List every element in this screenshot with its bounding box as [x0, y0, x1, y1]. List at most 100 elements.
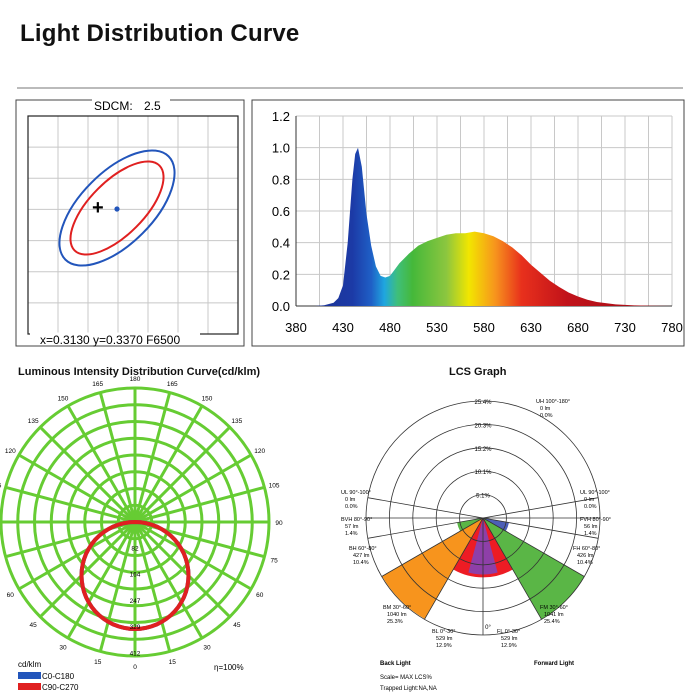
- spectrum-x-tick-780: 780: [661, 320, 683, 335]
- sdcm-label: SDCM:: [94, 99, 133, 113]
- lcs-zone-label: 12.9%: [436, 643, 452, 649]
- lcs-ring-label: 15.2%: [474, 447, 492, 453]
- lcs-zone-label: 1.4%: [584, 531, 597, 537]
- lcs-zone-label: FL 0°-30°: [497, 629, 520, 635]
- polar-angle-label: 45: [30, 622, 38, 629]
- polar-angle-label: 45: [233, 622, 241, 629]
- lcs-grid: [365, 400, 601, 636]
- polar-spoke: [133, 405, 204, 523]
- sdcm-inner-ellipse: [69, 160, 165, 256]
- lcs-zone-label: 529 lm: [436, 636, 453, 642]
- lcs-spoke: [367, 497, 484, 519]
- title-divider: [17, 87, 683, 89]
- lcs-ring-upper: [459, 494, 507, 519]
- polar-angle-label: 60: [256, 592, 264, 599]
- polar-title: Luminous Intensity Distribution Curve(cd…: [18, 366, 261, 378]
- lcs-zone-label: 0.0%: [584, 504, 597, 510]
- spectrum-y-tick-0.0: 0.0: [272, 299, 290, 314]
- lcs-ring-label: 20.3%: [474, 423, 492, 429]
- polar-spoke: [18, 520, 136, 591]
- lcs-spoke: [367, 517, 484, 539]
- polar-angle-label: 150: [202, 395, 213, 402]
- polar-spoke: [134, 520, 252, 591]
- legend-swatch-c0: [18, 672, 41, 679]
- lcs-zone-label: 0 lm: [345, 497, 356, 503]
- polar-angle-label: 30: [59, 645, 67, 652]
- polar-angle-label: 180: [130, 376, 141, 383]
- lcs-zone-label: BL 0°-30°: [432, 629, 455, 635]
- polar-radial-label: 247: [130, 598, 141, 605]
- sdcm-coordinates: x=0.3130 y=0.3370 F6500: [40, 333, 180, 347]
- lcs-sector-fm: [483, 518, 585, 620]
- polar-spoke: [5, 485, 136, 524]
- polar-angle-label: 105: [269, 483, 280, 490]
- lcs-zone-label: BH 60°-80°: [349, 546, 377, 552]
- lcs-ring-upper: [412, 447, 554, 519]
- spectrum-y-tick-0.4: 0.4: [272, 236, 290, 251]
- polar-spoke: [133, 521, 204, 639]
- lcs-ring-label: 10.1%: [474, 470, 492, 476]
- legend-label-c0: C0-C180: [42, 672, 75, 681]
- sdcm-measured-point: [114, 206, 120, 212]
- sdcm-frame: [15, 99, 245, 347]
- lcs-zone-label: 0 lm: [584, 497, 595, 503]
- spectrum-area: [296, 147, 672, 306]
- lcs-ring-upper: [389, 424, 577, 519]
- lcs-spoke: [424, 517, 484, 620]
- polar-curves: [79, 519, 191, 632]
- polar-angle-label: 15: [169, 659, 177, 666]
- lcs-zone-label: BVH 80°-90°: [341, 517, 372, 523]
- polar-spoke: [133, 392, 172, 523]
- lcs-zone-label: 0.0%: [540, 413, 553, 419]
- spectrum-tick-labels: 380 430 480 530 580 630 680 730 780 0.0 0.2 0.4 0.6 0…: [272, 109, 683, 335]
- legend-swatch-c90: [18, 683, 41, 690]
- polar-unit: cd/klm: [18, 660, 41, 669]
- lcs-zone-label: 25.3%: [387, 619, 403, 625]
- polar-angle-label: 30: [203, 645, 211, 652]
- sdcm-target-marker: +: [92, 197, 104, 219]
- lcs-ring-upper: [435, 470, 531, 519]
- spectrum-y-tick-0.8: 0.8: [272, 172, 290, 187]
- polar-angle-label: 150: [58, 395, 69, 402]
- spectrum-y-tick-1.2: 1.2: [272, 109, 290, 124]
- polar-spoke: [66, 405, 137, 523]
- lcs-zone-label: 57 lm: [345, 524, 359, 530]
- polar-radial-label: 164: [130, 572, 141, 579]
- sdcm-outer-ellipse: [58, 149, 176, 267]
- lcs-spoke: [482, 497, 599, 519]
- lcs-zone-label: 1041 lm: [544, 612, 564, 618]
- lcs-zone-label: BM 30°-60°: [383, 605, 411, 611]
- polar-angle-label: 165: [92, 381, 103, 388]
- polar-grid: [0, 386, 271, 658]
- lcs-zone-label: 0.0%: [345, 504, 358, 510]
- lcs-zone-label: FVH 80°-90°: [580, 517, 611, 523]
- polar-angle-label: 0: [133, 664, 137, 671]
- lcs-spoke: [482, 517, 585, 577]
- lcs-zone-label: UL 90°-100°: [580, 490, 610, 496]
- polar-spoke: [66, 521, 137, 639]
- lcs-zone-label: 1040 lm: [387, 612, 407, 618]
- lcs-zone-label: 10.4%: [577, 560, 593, 566]
- lcs-ring-label: 5.1%: [476, 494, 490, 500]
- legend-label-c90: C90-C270: [42, 683, 79, 692]
- polar-angle-label: 15: [94, 659, 102, 666]
- spectrum-x-tick-530: 530: [426, 320, 448, 335]
- polar-radial-label: 412: [130, 650, 141, 657]
- lcs-spoke: [381, 517, 484, 577]
- polar-spoke: [133, 521, 172, 652]
- polar-curve-C90-C270: [79, 519, 191, 632]
- polar-radial-label: 82: [131, 545, 139, 552]
- lcs-ring-label: 25.4%: [474, 400, 492, 406]
- lcs-trapped-note: Trapped Light:NA,NA: [380, 686, 437, 692]
- polar-radial-label: 329: [130, 624, 141, 631]
- lcs-back-light: Back Light: [380, 661, 411, 667]
- polar-angle-label: 165: [167, 381, 178, 388]
- lcs-zone-label: 56 lm: [584, 524, 598, 530]
- sdcm-value: 2.5: [144, 99, 161, 113]
- spectrum-x-tick-680: 680: [567, 320, 589, 335]
- polar-spoke: [39, 426, 137, 524]
- lcs-zone-label: FH 60°-80°: [573, 546, 600, 552]
- polar-angle-label: 60: [7, 592, 15, 599]
